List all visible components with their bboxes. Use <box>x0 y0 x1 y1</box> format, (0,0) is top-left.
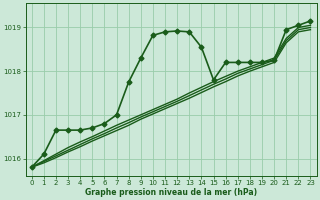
X-axis label: Graphe pression niveau de la mer (hPa): Graphe pression niveau de la mer (hPa) <box>85 188 257 197</box>
